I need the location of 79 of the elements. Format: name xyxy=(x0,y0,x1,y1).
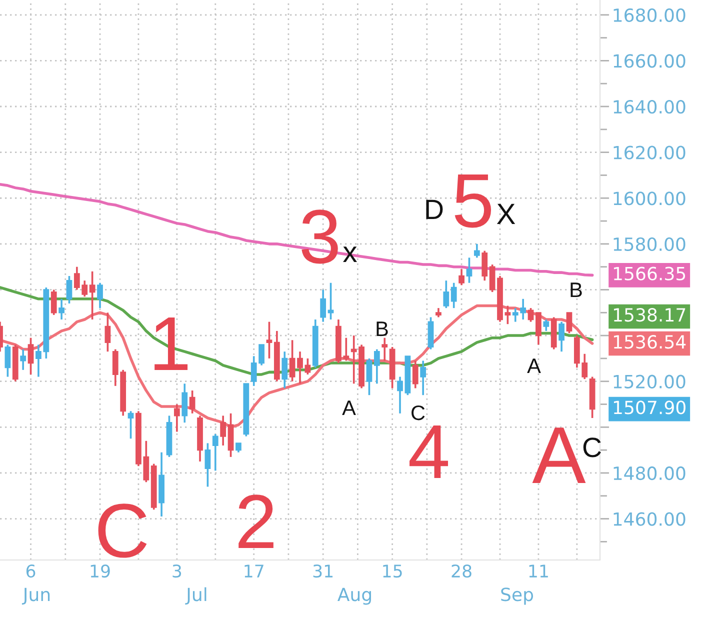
x-tick-label: 3 xyxy=(172,564,182,578)
candlestick xyxy=(104,312,111,352)
candlestick xyxy=(50,288,57,316)
candlestick xyxy=(482,250,488,282)
candlestick xyxy=(450,282,457,309)
annotation: 5 xyxy=(454,174,492,228)
y-tick-label: 1520.00 xyxy=(614,374,686,388)
y-tick-label: 1620.00 xyxy=(614,146,686,160)
y-tick-label: 1600.00 xyxy=(614,192,686,206)
candlestick xyxy=(4,344,11,378)
candlestick xyxy=(97,282,103,309)
candlestick xyxy=(543,318,550,332)
candlestick xyxy=(528,307,534,323)
annotation: X xyxy=(496,204,516,224)
annotation: B xyxy=(376,322,388,336)
text: Jun xyxy=(22,588,50,605)
candlestick xyxy=(174,403,180,433)
candlestick xyxy=(489,264,496,293)
x-tick-label: 28 xyxy=(452,564,472,578)
y-tick-label: 1480.00 xyxy=(614,466,686,480)
annotation: A xyxy=(527,358,541,373)
candlestick xyxy=(382,336,388,362)
annotation: C xyxy=(412,405,425,420)
candlestick xyxy=(466,256,472,284)
candlestick xyxy=(66,275,72,304)
candlestick xyxy=(58,298,64,320)
x-tick-label: 19 xyxy=(90,564,110,578)
y-tick-label: 1640.00 xyxy=(614,100,686,114)
candlestick xyxy=(566,312,572,334)
candlestick xyxy=(366,358,372,396)
candlestick xyxy=(374,348,380,385)
candlestick xyxy=(289,339,296,382)
annotation: D xyxy=(426,200,443,219)
candlestick xyxy=(20,348,26,371)
candlestick xyxy=(204,442,211,488)
candlestick xyxy=(266,320,272,360)
candlestick xyxy=(28,336,34,376)
candlestick xyxy=(297,350,303,385)
candlestick xyxy=(236,442,242,454)
x-tick-label: 31 xyxy=(313,564,333,578)
annotation: 2 xyxy=(238,494,274,548)
text: 1507.90 xyxy=(614,400,686,414)
text: Jul xyxy=(185,587,206,605)
candlestick xyxy=(128,410,134,440)
text: Sep xyxy=(501,588,534,605)
candlestick xyxy=(282,350,288,390)
x-tick-label: 15 xyxy=(383,564,402,578)
text: Aug xyxy=(338,588,371,605)
candlestick xyxy=(189,390,196,414)
candlestick xyxy=(558,320,564,352)
candlestick xyxy=(536,312,542,346)
annotation: 4 xyxy=(410,425,448,478)
candlestick xyxy=(458,268,464,286)
candlestick xyxy=(443,280,450,309)
candlestick xyxy=(89,270,96,320)
candlestick xyxy=(212,433,218,472)
candlestick xyxy=(420,360,426,396)
candlestick xyxy=(182,382,188,424)
data-label: 1538.17 xyxy=(614,308,686,322)
candlestick xyxy=(504,304,511,325)
annotation: A xyxy=(342,400,356,415)
data-label: 1536.54 xyxy=(614,335,686,349)
candlestick xyxy=(320,288,326,323)
annotation: C xyxy=(98,504,147,558)
candlestick xyxy=(220,414,226,446)
y-tick-label: 1680.00 xyxy=(614,8,686,22)
candlestick xyxy=(474,243,480,259)
y-tick-label: 1580.00 xyxy=(614,237,686,252)
annotation: B xyxy=(570,282,582,297)
x-tick-label: 11 xyxy=(529,564,548,578)
y-tick-label: 1660.00 xyxy=(614,54,686,68)
candlestick xyxy=(304,358,311,376)
candlestick xyxy=(436,307,442,318)
candlestick xyxy=(397,376,403,414)
data-label: 1566.35 xyxy=(614,266,686,280)
x-tick-label: 17 xyxy=(244,564,264,578)
y-tick-label: 1460.00 xyxy=(614,512,686,526)
candlestick xyxy=(412,360,418,390)
x-tick-label: 6 xyxy=(26,564,36,578)
